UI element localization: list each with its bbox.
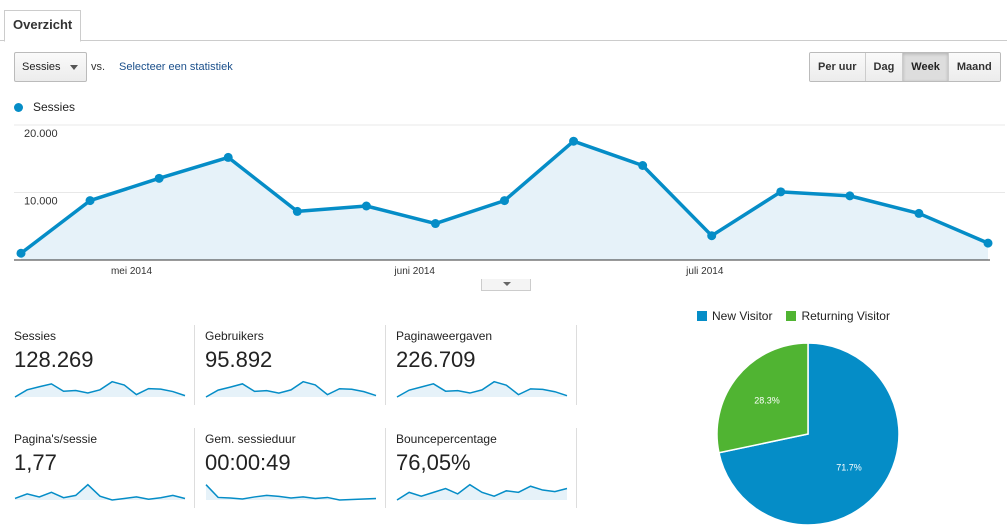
- stat-paginaweergaven[interactable]: Paginaweergaven 226.709: [396, 329, 586, 409]
- sparkline-fill: [15, 381, 185, 397]
- sparkline-fill: [206, 381, 376, 397]
- stat-label: Sessies: [14, 329, 57, 343]
- stat-bouncepercentage[interactable]: Bouncepercentage 76,05%: [396, 432, 586, 512]
- stat-paginas-per-sessie[interactable]: Pagina's/sessie 1,77: [14, 432, 204, 512]
- stat-label: Pagina's/sessie: [14, 432, 98, 446]
- legend-dot-icon: [14, 102, 23, 112]
- data-point[interactable]: [85, 196, 95, 206]
- pie-legend-label: New Visitor: [712, 309, 773, 323]
- select-stat-link[interactable]: Selecteer een statistiek: [119, 61, 233, 73]
- data-point[interactable]: [776, 187, 786, 197]
- stat-sessies[interactable]: Sessies 128.269: [14, 329, 204, 409]
- data-point[interactable]: [983, 238, 993, 248]
- sparkline: [14, 483, 186, 501]
- metric-select-value: Sessies: [22, 61, 61, 73]
- stat-gem-sessieduur[interactable]: Gem. sessieduur 00:00:49: [205, 432, 395, 512]
- sparkline: [205, 484, 377, 501]
- stat-value: 76,05%: [396, 450, 471, 475]
- x-tick-label: mei 2014: [111, 266, 153, 277]
- legend-label: Sessies: [33, 100, 76, 114]
- data-point[interactable]: [707, 231, 717, 241]
- sparkline-line: [14, 483, 186, 501]
- chevron-down-icon: [503, 282, 511, 286]
- x-tick-label: juni 2014: [393, 266, 435, 277]
- data-point[interactable]: [845, 191, 855, 201]
- y-tick-label: 20.000: [24, 128, 58, 140]
- data-point[interactable]: [223, 152, 233, 162]
- data-point[interactable]: [914, 208, 924, 218]
- stat-value: 226.709: [396, 347, 476, 372]
- data-point[interactable]: [430, 219, 440, 229]
- pie-slice[interactable]: [718, 342, 900, 526]
- legend-square-icon: [786, 311, 797, 321]
- divider: [194, 428, 195, 508]
- sessions-line-chart: 20.000 10.000 mei 2014 juni 2014 juli 2014: [14, 124, 1005, 277]
- sparkline: [396, 483, 568, 501]
- divider: [194, 325, 195, 405]
- sparkline-fill: [206, 484, 376, 500]
- divider: [576, 428, 577, 508]
- visitor-pie-chart: 71.7% 28.3%: [716, 342, 900, 526]
- sparkline-line: [396, 483, 568, 501]
- collapse-chart-toggle[interactable]: [481, 279, 531, 291]
- sparkline: [205, 380, 377, 398]
- sparkline-line: [396, 380, 568, 398]
- sparkline-fill: [15, 484, 185, 500]
- divider: [385, 428, 386, 508]
- stat-label: Gebruikers: [205, 329, 264, 343]
- divider: [385, 325, 386, 405]
- stat-gebruikers[interactable]: Gebruikers 95.892: [205, 329, 395, 409]
- data-point[interactable]: [638, 161, 648, 170]
- period-per-uur-button[interactable]: Per uur: [810, 53, 865, 81]
- stat-value: 128.269: [14, 347, 94, 372]
- stat-label: Gem. sessieduur: [205, 432, 296, 446]
- period-selector: Per uur Dag Week Maand: [809, 52, 1001, 82]
- data-point[interactable]: [569, 136, 579, 146]
- stat-label: Bouncepercentage: [396, 432, 497, 446]
- vs-label: vs.: [91, 61, 106, 73]
- data-point[interactable]: [361, 201, 371, 211]
- sparkline-line: [14, 380, 186, 398]
- pie-legend-item-returning[interactable]: Returning Visitor: [786, 309, 890, 323]
- pie-legend: New Visitor Returning Visitor: [697, 309, 904, 323]
- y-tick-label: 10.000: [24, 196, 58, 208]
- data-point[interactable]: [154, 173, 164, 183]
- period-dag-button[interactable]: Dag: [864, 53, 903, 81]
- period-maand-button[interactable]: Maand: [947, 53, 1000, 81]
- data-point[interactable]: [500, 196, 509, 206]
- sparkline: [14, 380, 186, 398]
- sparkline: [396, 380, 568, 398]
- legend-square-icon: [697, 311, 707, 321]
- sparkline-line: [205, 484, 377, 501]
- sparkline-line: [205, 380, 377, 398]
- divider: [576, 325, 577, 405]
- metric-select[interactable]: Sessies: [14, 52, 87, 82]
- chevron-down-icon: [70, 65, 78, 70]
- pie-slice[interactable]: [716, 342, 809, 454]
- stat-value: 95.892: [205, 347, 273, 372]
- stat-label: Paginaweergaven: [396, 329, 493, 343]
- stat-value: 00:00:49: [205, 450, 291, 475]
- tab-overzicht[interactable]: Overzicht: [4, 10, 82, 42]
- pie-legend-item-new[interactable]: New Visitor: [697, 309, 772, 323]
- pie-slice-label: 71.7%: [836, 462, 862, 472]
- x-tick-label: juli 2014: [685, 266, 724, 277]
- pie-legend-label: Returning Visitor: [801, 309, 890, 323]
- tab-bar: Overzicht: [0, 0, 1007, 42]
- sparkline-fill: [397, 381, 567, 397]
- chart-legend: Sessies: [14, 100, 75, 114]
- period-week-button[interactable]: Week: [902, 53, 948, 81]
- pie-slice-label: 28.3%: [754, 396, 780, 406]
- data-point[interactable]: [292, 206, 302, 216]
- stat-value: 1,77: [14, 450, 57, 475]
- data-point[interactable]: [16, 248, 26, 258]
